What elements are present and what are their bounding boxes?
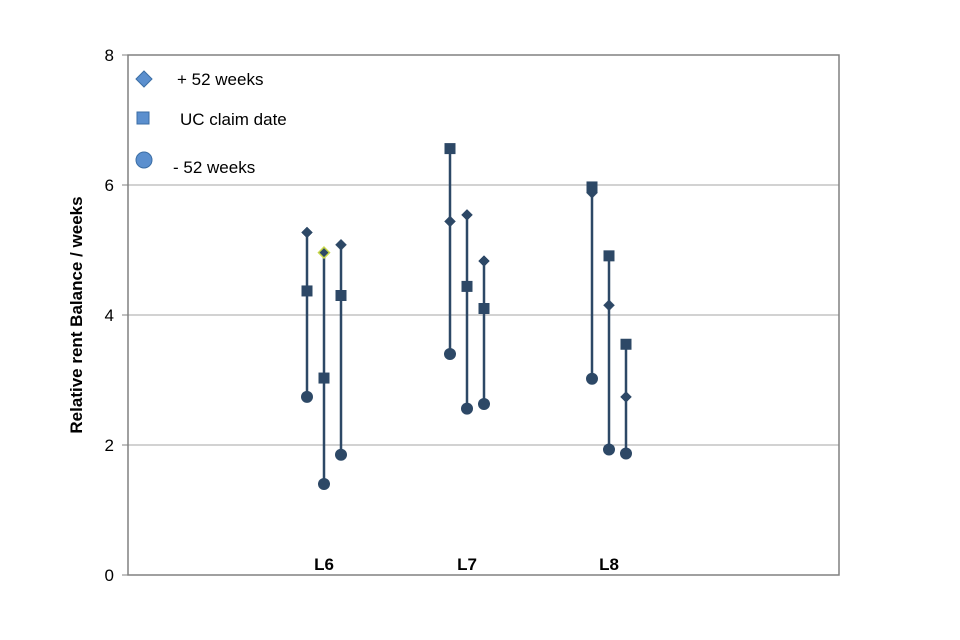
uc-claim-date-point bbox=[620, 338, 632, 350]
data-marks bbox=[301, 143, 632, 490]
plus-52-weeks-point bbox=[478, 255, 490, 267]
plus-52-weeks-point bbox=[461, 209, 473, 221]
legend-label: - 52 weeks bbox=[173, 158, 255, 177]
plus-52-weeks-point bbox=[317, 246, 331, 260]
y-tick-label: 8 bbox=[105, 46, 114, 65]
legend-diamond-marker bbox=[135, 70, 153, 88]
minus-52-weeks-point bbox=[603, 443, 615, 456]
legend-label: + 52 weeks bbox=[177, 70, 263, 89]
uc-claim-date-point bbox=[335, 290, 347, 301]
legend-circle-marker bbox=[135, 151, 153, 169]
uc-claim-date-point bbox=[478, 303, 490, 314]
minus-52-weeks-point bbox=[586, 372, 598, 385]
y-tick-label: 4 bbox=[105, 306, 114, 325]
plus-52-weeks-point bbox=[301, 226, 313, 239]
legend-label: UC claim date bbox=[180, 110, 287, 129]
y-axis-label: Relative rent Balance / weeks bbox=[67, 196, 86, 433]
category-label: L6 bbox=[314, 555, 334, 574]
legend-square-marker bbox=[136, 111, 150, 125]
minus-52-weeks-point bbox=[335, 448, 347, 461]
uc-claim-date-point bbox=[603, 250, 615, 262]
y-tick-label: 6 bbox=[105, 176, 114, 195]
minus-52-weeks-point bbox=[620, 447, 632, 460]
y-tick-label: 2 bbox=[105, 436, 114, 455]
uc-claim-date-point bbox=[444, 143, 456, 155]
minus-52-weeks-point bbox=[478, 398, 490, 411]
plus-52-weeks-point bbox=[620, 391, 632, 403]
legend: + 52 weeks UC claim date - 52 weeks bbox=[135, 70, 287, 177]
minus-52-weeks-point bbox=[318, 478, 330, 490]
plus-52-weeks-point bbox=[444, 215, 456, 228]
uc-claim-date-point bbox=[318, 372, 330, 384]
uc-claim-date-point bbox=[461, 280, 473, 292]
y-tick-label: 0 bbox=[105, 566, 114, 585]
minus-52-weeks-point bbox=[444, 348, 456, 360]
plus-52-weeks-point bbox=[586, 186, 598, 199]
uc-claim-date-point bbox=[301, 285, 313, 297]
y-axis: 0 2 4 6 8 bbox=[105, 46, 128, 585]
plus-52-weeks-point bbox=[603, 299, 615, 312]
minus-52-weeks-point bbox=[461, 402, 473, 415]
category-label: L7 bbox=[457, 555, 477, 574]
category-labels: L6 L7 L8 bbox=[314, 555, 619, 574]
minus-52-weeks-point bbox=[301, 390, 313, 403]
plus-52-weeks-point bbox=[335, 238, 347, 251]
category-label: L8 bbox=[599, 555, 619, 574]
